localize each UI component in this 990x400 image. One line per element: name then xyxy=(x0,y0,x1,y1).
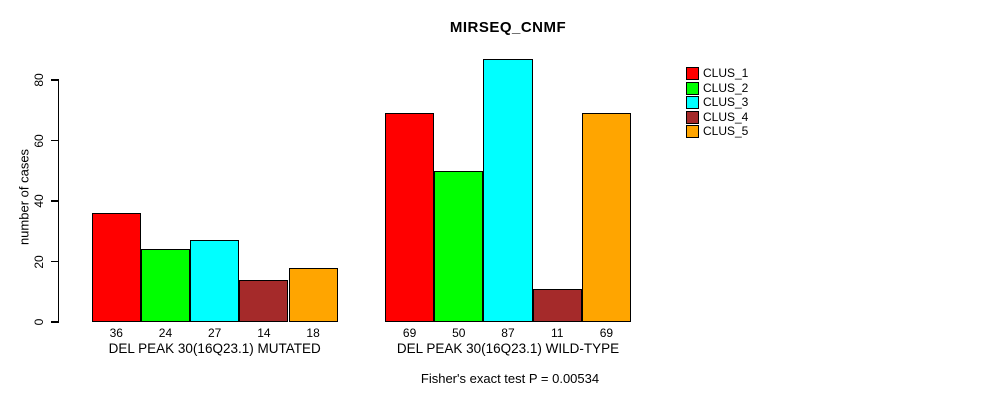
bar-clus_5-group1 xyxy=(288,268,338,322)
legend-swatch-clus_1 xyxy=(686,67,699,80)
bar-value-label: 27 xyxy=(208,326,222,340)
footer-annotation: Fisher's exact test P = 0.00534 xyxy=(420,371,600,386)
legend-swatch-clus_5 xyxy=(686,125,699,138)
y-axis-tick xyxy=(51,260,59,263)
bar-clus_4-group2 xyxy=(532,289,582,322)
legend-swatch-clus_4 xyxy=(686,110,699,124)
bar-value-label: 36 xyxy=(109,326,123,340)
bar-clus_5-group2 xyxy=(581,113,631,322)
bar-clus_2-group2 xyxy=(434,171,484,322)
legend-label-clus_2: CLUS_2 xyxy=(703,80,749,95)
x-axis-group-label: DEL PEAK 30(16Q23.1) MUTATED xyxy=(108,341,321,356)
legend-swatch-clus_3 xyxy=(686,96,699,109)
bar-value-label: 14 xyxy=(257,326,271,340)
bar-clus_1-group1 xyxy=(91,213,141,322)
bar-value-label: 69 xyxy=(402,326,417,340)
x-axis-group-label: DEL PEAK 30(16Q23.1) WILD-TYPE xyxy=(396,341,620,356)
bar-clus_4-group1 xyxy=(239,280,289,322)
bar-value-label: 11 xyxy=(550,326,564,340)
y-axis-tick xyxy=(51,139,59,142)
y-axis-tick xyxy=(51,200,59,202)
bar-clus_3-group2 xyxy=(483,59,533,322)
bar-value-label: 50 xyxy=(452,326,466,340)
bar-clus_3-group1 xyxy=(190,240,240,322)
legend-label-clus_1: CLUS_1 xyxy=(703,66,749,80)
legend-label-clus_5: CLUS_5 xyxy=(703,124,749,138)
bar-clus_1-group2 xyxy=(385,113,435,322)
legend-swatch-clus_2 xyxy=(686,81,699,95)
bar-clus_2-group1 xyxy=(140,249,191,322)
chart-title: MIRSEQ_CNMF xyxy=(449,19,567,36)
bar-value-label: 69 xyxy=(599,326,614,340)
legend-label-clus_4: CLUS_4 xyxy=(703,109,749,124)
bar-value-label: 18 xyxy=(306,326,320,340)
bar-value-label: 87 xyxy=(501,326,515,340)
bar-value-label: 24 xyxy=(158,326,173,340)
y-axis-tick xyxy=(51,79,59,81)
y-axis-tick xyxy=(51,321,59,323)
legend-label-clus_3: CLUS_3 xyxy=(703,95,749,109)
